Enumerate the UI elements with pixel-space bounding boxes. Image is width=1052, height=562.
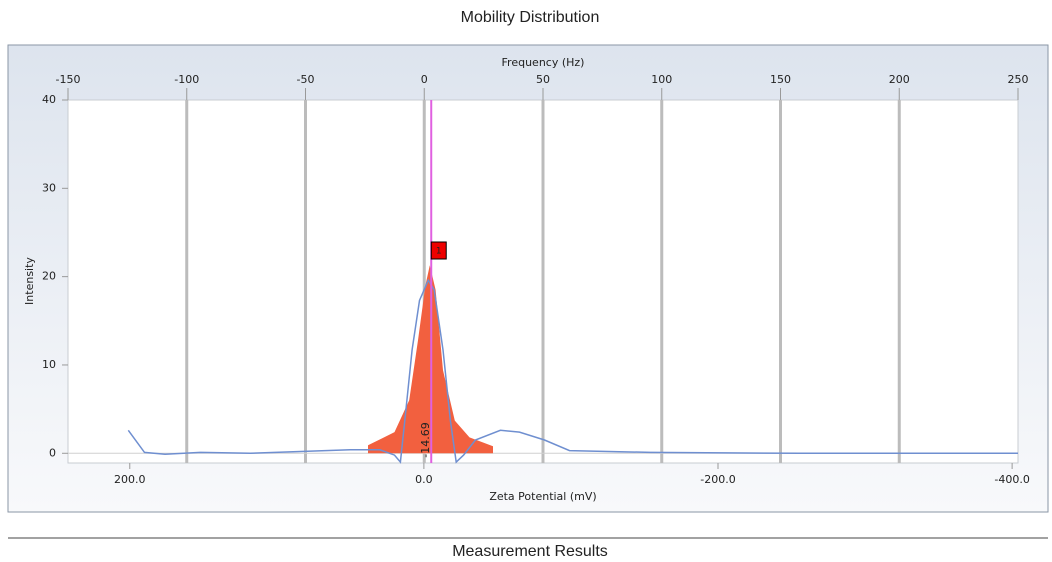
y-tick-label: 30 bbox=[42, 181, 56, 194]
chart-title: Mobility Distribution bbox=[461, 9, 600, 26]
y-tick-label: 0 bbox=[49, 446, 56, 459]
x2-tick-label: 150 bbox=[770, 73, 791, 86]
peak-marker bbox=[430, 241, 447, 260]
x-tick-label: 0.0 bbox=[415, 473, 433, 486]
x-tick-label: -200.0 bbox=[700, 473, 735, 486]
peak-annotation: -14.69 bbox=[419, 422, 432, 457]
x-axis-title: Zeta Potential (mV) bbox=[489, 490, 596, 503]
x2-tick-label: 250 bbox=[1008, 73, 1029, 86]
distribution-line bbox=[127, 278, 1018, 464]
x2-tick-label: 100 bbox=[651, 73, 672, 86]
section-title: Measurement Results bbox=[452, 543, 608, 560]
x2-tick-label: 0 bbox=[421, 73, 428, 86]
x-tick-label: 200.0 bbox=[114, 473, 146, 486]
x2-tick-label: 50 bbox=[536, 73, 550, 86]
y-axis-title: Intensity bbox=[23, 257, 36, 305]
x2-tick-label: -150 bbox=[56, 73, 81, 86]
y-tick-label: 10 bbox=[42, 358, 56, 371]
x2-tick-label: 200 bbox=[889, 73, 910, 86]
x2-tick-label: -100 bbox=[174, 73, 199, 86]
x-tick-label: -400.0 bbox=[994, 473, 1029, 486]
x2-tick-label: -50 bbox=[297, 73, 315, 86]
y-tick-label: 40 bbox=[42, 93, 56, 106]
x2-axis-title: Frequency (Hz) bbox=[502, 56, 585, 69]
y-tick-label: 20 bbox=[42, 270, 56, 283]
peak-marker-label: 1 bbox=[436, 247, 442, 257]
